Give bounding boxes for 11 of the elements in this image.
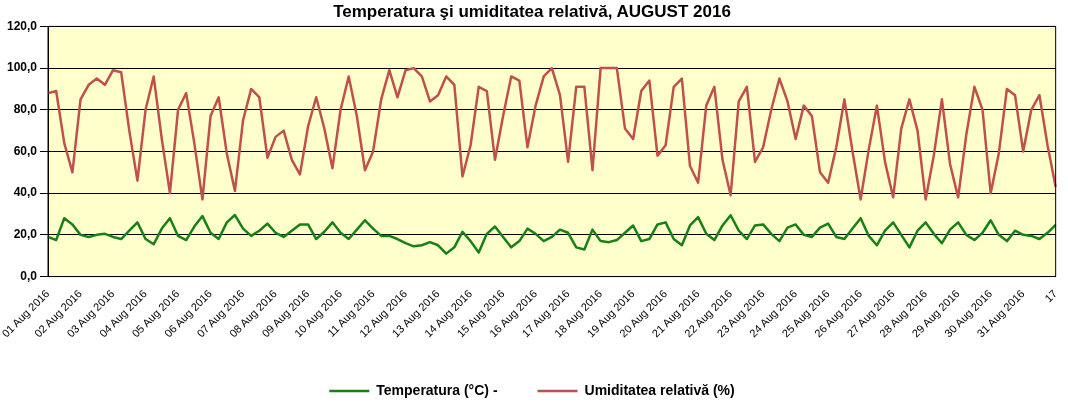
x-tick-label: 17: [1042, 287, 1060, 305]
y-tick-label: 100,0: [7, 60, 38, 75]
y-tick-label: 0,0: [20, 268, 38, 283]
y-tick-label: 120,0: [7, 18, 38, 33]
legend-label: Umiditatea relativă (%): [584, 381, 735, 398]
y-tick-label: 20,0: [13, 227, 38, 242]
y-tick-label: 60,0: [13, 143, 38, 158]
legend-label: Temperatura (°C) -: [376, 381, 498, 398]
y-tick-label: 80,0: [13, 102, 38, 117]
chart-title: Temperatura şi umiditatea relativă, AUGUST 2016: [333, 1, 731, 21]
y-tick-label: 40,0: [13, 185, 38, 200]
